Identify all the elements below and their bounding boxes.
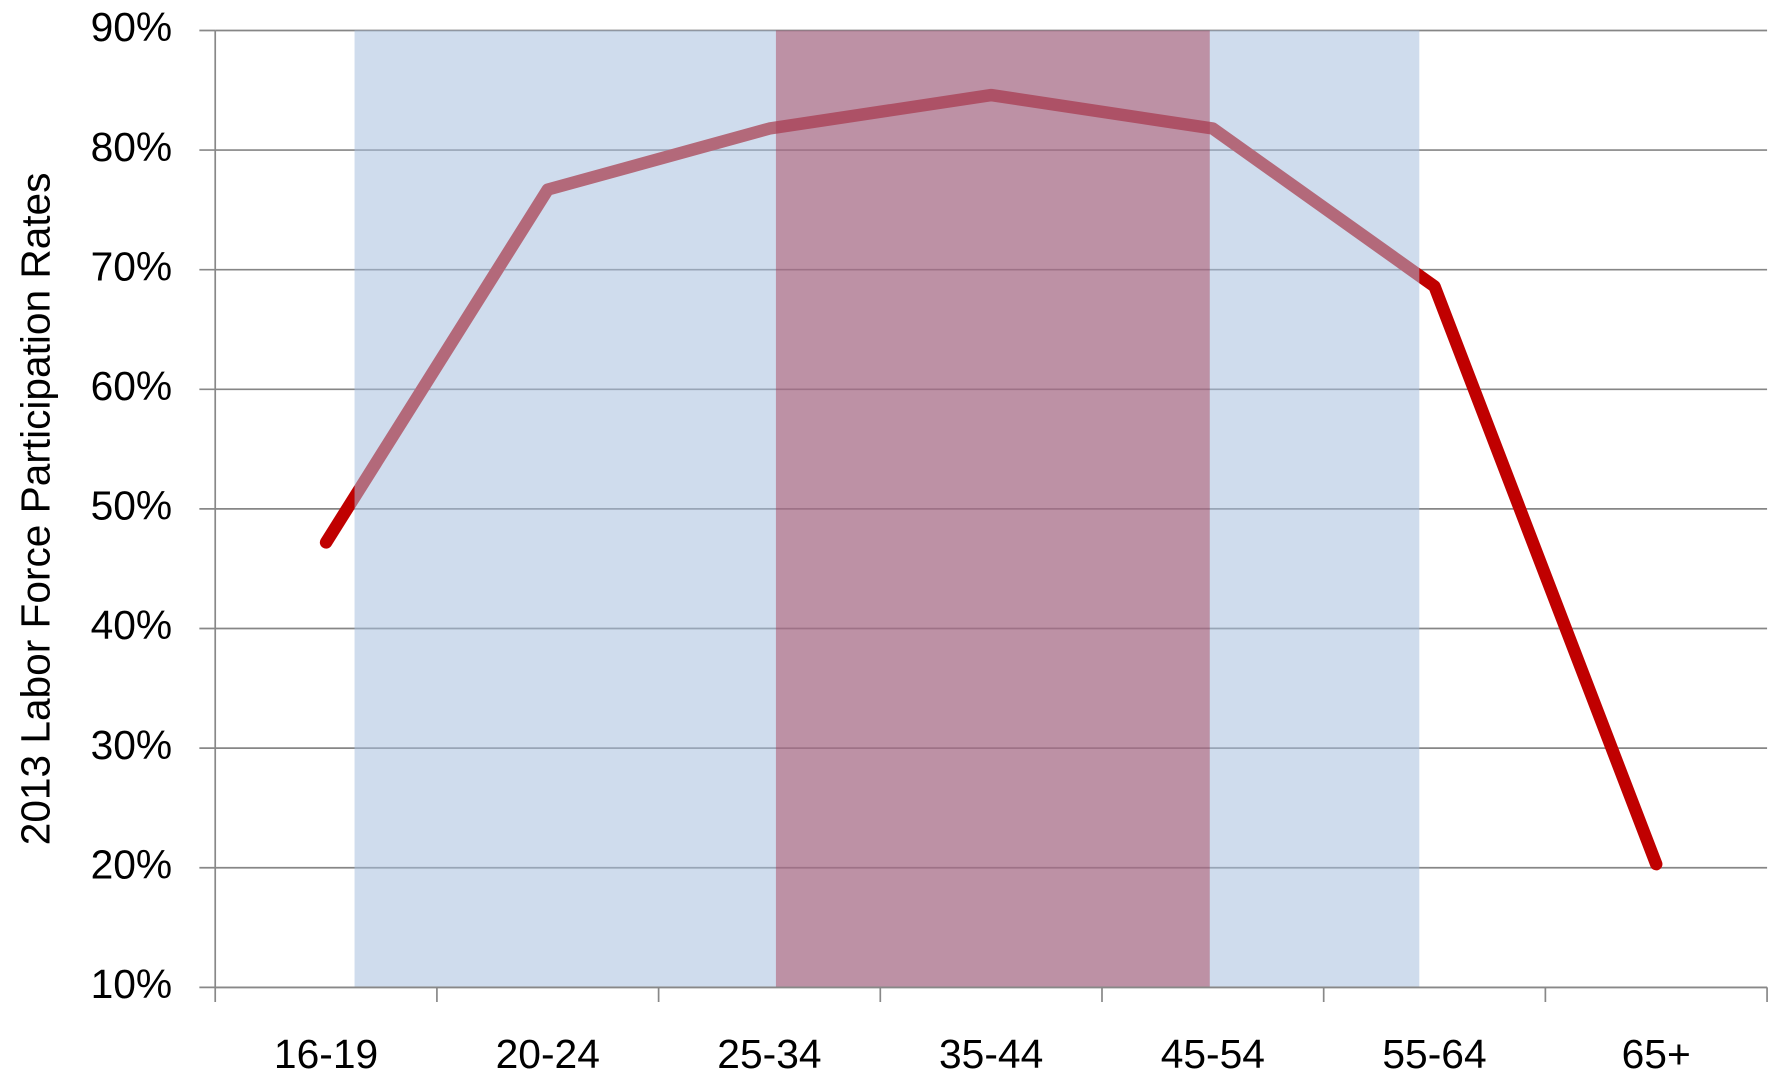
y-tick-label: 70% [91, 243, 173, 289]
x-tick-label: 45-54 [1161, 1031, 1265, 1077]
y-tick-label: 90% [91, 4, 173, 50]
y-tick-label: 50% [91, 483, 173, 529]
x-tick-label: 25-34 [717, 1031, 821, 1077]
y-tick-label: 60% [91, 363, 173, 409]
x-tick-label: 20-24 [496, 1031, 600, 1077]
y-tick-label: 10% [91, 961, 173, 1007]
y-tick-label: 80% [91, 124, 173, 170]
x-tick-label: 55-64 [1382, 1031, 1486, 1077]
x-tick-label: 16-19 [274, 1031, 378, 1077]
red-band [775, 30, 1210, 988]
y-axis-label: 2013 Labor Force Participation Rates [12, 173, 58, 846]
x-tick-label: 35-44 [939, 1031, 1043, 1077]
x-tick-label: 65+ [1622, 1031, 1691, 1077]
blue-band [354, 30, 1420, 988]
y-tick-label: 20% [91, 842, 173, 888]
y-tick-label: 30% [91, 722, 173, 768]
y-tick-label: 40% [91, 602, 173, 648]
